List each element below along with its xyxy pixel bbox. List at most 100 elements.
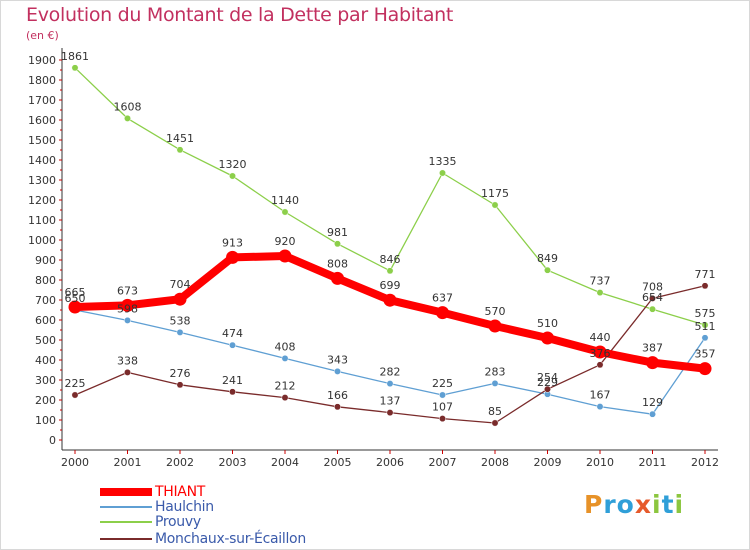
chart-series-layer bbox=[68, 64, 712, 427]
series-point bbox=[124, 114, 131, 122]
data-label: 254 bbox=[537, 371, 558, 384]
point-marker bbox=[436, 306, 449, 320]
series-point bbox=[281, 394, 289, 402]
point-marker bbox=[544, 266, 551, 274]
x-tick-label: 2003 bbox=[219, 456, 247, 469]
data-label: 650 bbox=[65, 292, 86, 305]
point-marker bbox=[334, 403, 341, 411]
legend-label: Monchaux-sur-Écaillon bbox=[155, 531, 306, 547]
point-marker bbox=[229, 341, 236, 349]
y-tick-label: 1700 bbox=[28, 94, 56, 107]
data-label: 357 bbox=[695, 348, 716, 361]
legend-label: Prouvy bbox=[155, 514, 201, 530]
data-label: 225 bbox=[432, 377, 453, 390]
point-marker bbox=[176, 146, 184, 154]
legend-item: Prouvy bbox=[100, 514, 201, 530]
series-point bbox=[124, 368, 131, 376]
series-point bbox=[649, 294, 656, 302]
series-point bbox=[544, 385, 551, 393]
data-label: 511 bbox=[695, 320, 716, 333]
point-marker bbox=[281, 208, 289, 216]
series-point bbox=[121, 298, 134, 312]
point-marker bbox=[334, 240, 341, 248]
point-marker bbox=[439, 169, 446, 177]
point-marker bbox=[646, 356, 659, 370]
series-point bbox=[386, 409, 394, 417]
point-marker bbox=[488, 319, 502, 333]
point-marker bbox=[124, 316, 131, 324]
series-point bbox=[334, 240, 341, 248]
point-marker bbox=[386, 267, 394, 275]
legend-swatch bbox=[100, 538, 152, 540]
y-tick-label: 1000 bbox=[28, 234, 56, 247]
point-marker bbox=[176, 328, 184, 336]
series-point bbox=[439, 169, 446, 177]
y-tick-label: 800 bbox=[35, 274, 56, 287]
y-tick-label: 600 bbox=[35, 314, 56, 327]
series-point bbox=[544, 266, 551, 274]
data-label: 276 bbox=[170, 367, 191, 380]
point-marker bbox=[226, 250, 239, 264]
point-marker bbox=[701, 334, 709, 342]
x-tick-label: 2012 bbox=[691, 456, 719, 469]
data-label: 1140 bbox=[271, 194, 299, 207]
y-tick-label: 1300 bbox=[28, 174, 56, 187]
point-marker bbox=[173, 292, 187, 306]
series-point bbox=[229, 172, 236, 180]
y-tick-label: 300 bbox=[35, 374, 56, 387]
data-label: 376 bbox=[590, 347, 611, 360]
point-marker bbox=[544, 385, 551, 393]
point-marker bbox=[229, 388, 236, 396]
point-marker bbox=[593, 345, 607, 359]
data-label: 673 bbox=[117, 284, 138, 297]
x-tick-label: 2008 bbox=[481, 456, 509, 469]
series-point bbox=[439, 415, 446, 423]
series-point bbox=[701, 334, 709, 342]
series-point bbox=[383, 293, 397, 307]
point-marker bbox=[278, 249, 292, 263]
data-label: 771 bbox=[695, 268, 716, 281]
data-label: 212 bbox=[275, 380, 296, 393]
data-label: 229 bbox=[537, 376, 558, 389]
data-label: 699 bbox=[380, 279, 401, 292]
series-point bbox=[436, 306, 449, 320]
x-tick-label: 2002 bbox=[166, 456, 194, 469]
point-marker bbox=[71, 64, 79, 72]
y-tick-label: 700 bbox=[35, 294, 56, 307]
data-label: 225 bbox=[65, 377, 86, 390]
point-marker bbox=[439, 415, 446, 423]
legend-item: Monchaux-sur-Écaillon bbox=[100, 531, 306, 547]
data-label: 654 bbox=[642, 291, 663, 304]
logo-letter: t bbox=[661, 490, 675, 519]
data-label: 338 bbox=[117, 354, 138, 367]
x-tick-label: 2009 bbox=[534, 456, 562, 469]
y-tick-label: 400 bbox=[35, 354, 56, 367]
logo-letter: o bbox=[616, 490, 635, 519]
data-label: 846 bbox=[380, 253, 401, 266]
data-label: 920 bbox=[275, 235, 296, 248]
series-point bbox=[334, 403, 341, 411]
data-label: 538 bbox=[170, 314, 191, 327]
point-marker bbox=[71, 391, 79, 399]
y-tick-label: 0 bbox=[49, 434, 56, 447]
point-marker bbox=[386, 409, 394, 417]
data-label: 575 bbox=[695, 307, 716, 320]
series-point bbox=[229, 388, 236, 396]
point-marker bbox=[698, 362, 712, 376]
y-tick-label: 200 bbox=[35, 394, 56, 407]
point-marker bbox=[701, 321, 709, 329]
data-label: 408 bbox=[275, 340, 296, 353]
series-point bbox=[698, 362, 712, 376]
series-point bbox=[281, 208, 289, 216]
legend-item: Haulchin bbox=[100, 499, 214, 515]
data-label: 737 bbox=[590, 275, 611, 288]
point-marker bbox=[121, 298, 134, 312]
x-tick-label: 2006 bbox=[376, 456, 404, 469]
series-point bbox=[491, 201, 499, 209]
logo-letter: P bbox=[584, 490, 604, 519]
series-point bbox=[71, 64, 79, 72]
series-point bbox=[386, 267, 394, 275]
x-tick-label: 2004 bbox=[271, 456, 299, 469]
data-label: 665 bbox=[65, 286, 86, 299]
chart-title: Evolution du Montant de la Dette par Hab… bbox=[26, 4, 454, 26]
